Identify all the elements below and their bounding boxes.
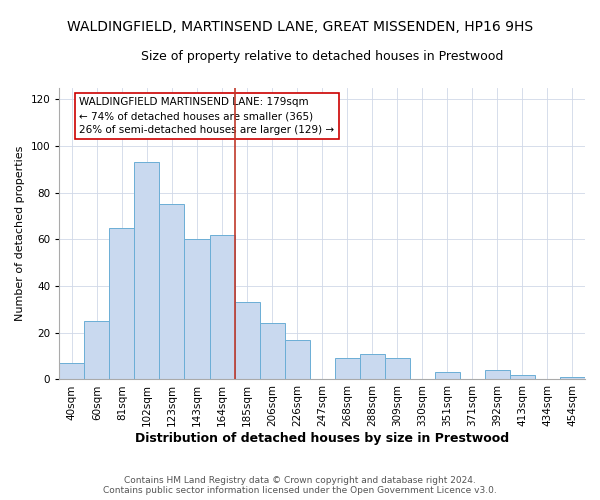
Bar xyxy=(260,324,284,380)
Bar xyxy=(284,340,310,380)
X-axis label: Distribution of detached houses by size in Prestwood: Distribution of detached houses by size … xyxy=(135,432,509,445)
Bar xyxy=(134,162,160,380)
Text: WALDINGFIELD, MARTINSEND LANE, GREAT MISSENDEN, HP16 9HS: WALDINGFIELD, MARTINSEND LANE, GREAT MIS… xyxy=(67,20,533,34)
Bar xyxy=(485,370,510,380)
Bar xyxy=(360,354,385,380)
Bar xyxy=(160,204,184,380)
Title: Size of property relative to detached houses in Prestwood: Size of property relative to detached ho… xyxy=(141,50,503,63)
Text: WALDINGFIELD MARTINSEND LANE: 179sqm
← 74% of detached houses are smaller (365)
: WALDINGFIELD MARTINSEND LANE: 179sqm ← 7… xyxy=(79,97,334,135)
Bar xyxy=(209,235,235,380)
Text: Contains HM Land Registry data © Crown copyright and database right 2024.
Contai: Contains HM Land Registry data © Crown c… xyxy=(103,476,497,495)
Bar xyxy=(560,377,585,380)
Bar xyxy=(184,240,209,380)
Bar xyxy=(510,375,535,380)
Bar xyxy=(85,321,109,380)
Bar xyxy=(109,228,134,380)
Bar xyxy=(385,358,410,380)
Bar xyxy=(59,363,85,380)
Bar xyxy=(335,358,360,380)
Y-axis label: Number of detached properties: Number of detached properties xyxy=(15,146,25,322)
Bar xyxy=(435,372,460,380)
Bar xyxy=(235,302,260,380)
